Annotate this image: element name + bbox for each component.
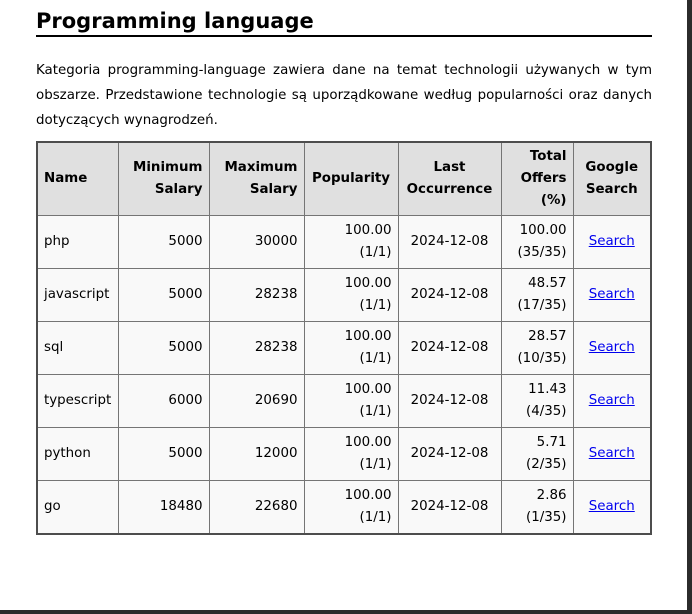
cell-total-offers: 5.71 (2/35) [500, 427, 574, 481]
popularity-value: 100.00 [344, 223, 392, 238]
data-table: Name Minimum Salary Maximum Salary Popul… [36, 141, 652, 535]
cell-google-search: Search [572, 480, 652, 534]
table-row: sql 5000 28238 100.00 (1/1) 2024-12-08 2… [36, 321, 652, 375]
cell-popularity: 100.00 (1/1) [303, 268, 399, 322]
cell-max-salary: 12000 [208, 427, 305, 481]
cell-last-occurrence: 2024-12-08 [397, 268, 502, 322]
popularity-detail: (1/1) [359, 404, 392, 419]
title-divider [36, 35, 652, 37]
search-link[interactable]: Search [588, 446, 635, 461]
total-offers-value: 5.71 [536, 435, 567, 450]
cell-google-search: Search [572, 374, 652, 428]
cell-max-salary: 20690 [208, 374, 305, 428]
cell-google-search: Search [572, 268, 652, 322]
total-offers-value: 11.43 [528, 382, 567, 397]
cell-name: php [36, 215, 119, 269]
cell-total-offers: 28.57 (10/35) [500, 321, 574, 375]
table-row: javascript 5000 28238 100.00 (1/1) 2024-… [36, 268, 652, 322]
table-row: php 5000 30000 100.00 (1/1) 2024-12-08 1… [36, 215, 652, 269]
cell-last-occurrence: 2024-12-08 [397, 480, 502, 534]
cell-min-salary: 5000 [117, 427, 210, 481]
cell-name: sql [36, 321, 119, 375]
cell-name: javascript [36, 268, 119, 322]
cell-name: go [36, 480, 119, 534]
search-link[interactable]: Search [588, 234, 635, 249]
cell-last-occurrence: 2024-12-08 [397, 374, 502, 428]
popularity-value: 100.00 [344, 435, 392, 450]
cell-popularity: 100.00 (1/1) [303, 215, 399, 269]
column-header-last-occurrence: Last Occurrence [397, 141, 502, 216]
search-link[interactable]: Search [588, 340, 635, 355]
popularity-detail: (1/1) [359, 509, 392, 525]
total-offers-detail: (17/35) [517, 298, 567, 313]
total-offers-detail: (35/35) [517, 245, 567, 260]
popularity-detail: (1/1) [359, 298, 392, 313]
cell-min-salary: 5000 [117, 321, 210, 375]
total-offers-value: 2.86 [536, 487, 567, 503]
table-row: typescript 6000 20690 100.00 (1/1) 2024-… [36, 374, 652, 428]
cell-min-salary: 6000 [117, 374, 210, 428]
cell-popularity: 100.00 (1/1) [303, 374, 399, 428]
table-row: python 5000 12000 100.00 (1/1) 2024-12-0… [36, 427, 652, 481]
cell-max-salary: 28238 [208, 321, 305, 375]
column-header-max-salary: Maximum Salary [208, 141, 305, 216]
cell-total-offers: 11.43 (4/35) [500, 374, 574, 428]
popularity-detail: (1/1) [359, 245, 392, 260]
column-header-name: Name [36, 141, 119, 216]
cell-total-offers: 48.57 (17/35) [500, 268, 574, 322]
cell-last-occurrence: 2024-12-08 [397, 215, 502, 269]
cell-max-salary: 22680 [208, 480, 305, 534]
popularity-value: 100.00 [344, 382, 392, 397]
cell-popularity: 100.00 (1/1) [303, 321, 399, 375]
popularity-value: 100.00 [344, 329, 392, 344]
cell-name: python [36, 427, 119, 481]
search-link[interactable]: Search [588, 393, 635, 408]
table-row: go 18480 22680 100.00 (1/1) 2024-12-08 2… [36, 480, 652, 534]
total-offers-detail: (10/35) [517, 351, 567, 366]
popularity-value: 100.00 [344, 276, 392, 291]
cell-last-occurrence: 2024-12-08 [397, 427, 502, 481]
total-offers-value: 100.00 [519, 223, 567, 238]
column-header-popularity: Popularity [303, 141, 399, 216]
total-offers-detail: (1/35) [525, 509, 567, 525]
cell-min-salary: 18480 [117, 480, 210, 534]
total-offers-value: 48.57 [528, 276, 567, 291]
cell-max-salary: 28238 [208, 268, 305, 322]
popularity-detail: (1/1) [359, 457, 392, 472]
search-link[interactable]: Search [588, 498, 635, 514]
search-link[interactable]: Search [588, 287, 635, 302]
total-offers-detail: (4/35) [525, 404, 567, 419]
cell-google-search: Search [572, 215, 652, 269]
cell-total-offers: 2.86 (1/35) [500, 480, 574, 534]
cell-name: typescript [36, 374, 119, 428]
cell-last-occurrence: 2024-12-08 [397, 321, 502, 375]
cell-max-salary: 30000 [208, 215, 305, 269]
cell-google-search: Search [572, 427, 652, 481]
table-header-row: Name Minimum Salary Maximum Salary Popul… [36, 141, 652, 216]
content-area: Programming language Kategoria programmi… [0, 9, 687, 535]
page-description: Kategoria programming-language zawiera d… [36, 63, 652, 128]
total-offers-detail: (2/35) [525, 457, 567, 472]
popularity-value: 100.00 [344, 487, 392, 503]
cell-min-salary: 5000 [117, 215, 210, 269]
page-title: Programming language [36, 9, 314, 33]
cell-min-salary: 5000 [117, 268, 210, 322]
column-header-google-search: Google Search [572, 141, 652, 216]
cell-google-search: Search [572, 321, 652, 375]
cell-popularity: 100.00 (1/1) [303, 427, 399, 481]
column-header-min-salary: Minimum Salary [117, 141, 210, 216]
cell-total-offers: 100.00 (35/35) [500, 215, 574, 269]
popularity-detail: (1/1) [359, 351, 392, 366]
column-header-total-offers: Total Offers (%) [500, 141, 574, 216]
cell-popularity: 100.00 (1/1) [303, 480, 399, 534]
total-offers-value: 28.57 [528, 329, 567, 344]
